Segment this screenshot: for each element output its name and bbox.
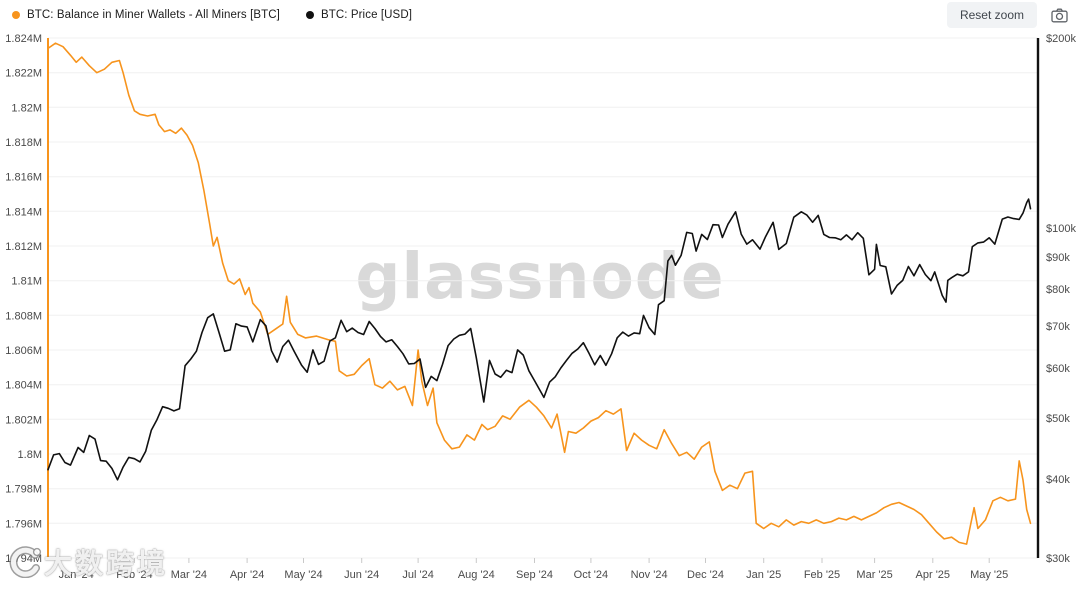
right-axis-tick-label: $200k <box>1046 33 1076 45</box>
swirl-logo-icon <box>6 546 42 578</box>
left-axis-tick-label: 1.808M <box>5 310 42 322</box>
right-axis-tick-label: $30k <box>1046 553 1070 565</box>
right-axis-tick-label: $50k <box>1046 413 1070 425</box>
right-axis-tick-label: $90k <box>1046 252 1070 264</box>
left-axis-tick-label: 1.816M <box>5 172 42 184</box>
x-axis-tick-label: Mar '24 <box>171 569 207 581</box>
left-axis-tick-label: 1.804M <box>5 380 42 392</box>
right-axis-tick-label: $40k <box>1046 474 1070 486</box>
x-axis-tick-label: Sep '24 <box>516 569 553 581</box>
x-axis-tick-label: Nov '24 <box>631 569 668 581</box>
left-axis-tick-label: 1.802M <box>5 414 42 426</box>
miner-balance-series-dot <box>12 11 20 19</box>
left-axis-tick-label: 1.822M <box>5 68 42 80</box>
camera-icon <box>1051 8 1068 23</box>
x-axis-tick-label: Apr '25 <box>916 569 951 581</box>
legend: BTC: Balance in Miner Wallets - All Mine… <box>12 9 412 21</box>
x-axis-tick-label: May '25 <box>970 569 1008 581</box>
reset-zoom-button[interactable]: Reset zoom <box>946 2 1037 28</box>
right-axis-tick-label: $70k <box>1046 321 1070 333</box>
left-axis-tick-label: 1.806M <box>5 345 42 357</box>
x-axis-tick-label: Jan '24 <box>59 569 94 581</box>
left-axis-tick-label: 1.814M <box>5 206 42 218</box>
left-axis-tick-label: 1.796M <box>5 518 42 530</box>
x-axis-tick-label: Feb '25 <box>804 569 840 581</box>
x-axis-tick-label: Feb '24 <box>116 569 152 581</box>
header-actions: Reset zoom <box>946 2 1068 28</box>
legend-item-price[interactable]: BTC: Price [USD] <box>305 9 413 21</box>
chart-header: BTC: Balance in Miner Wallets - All Mine… <box>0 0 1080 30</box>
price-line <box>47 198 1032 481</box>
x-axis-tick-label: Oct '24 <box>574 569 609 581</box>
x-axis-tick-label: Jan '25 <box>746 569 781 581</box>
right-axis-tick-label: $60k <box>1046 363 1070 375</box>
x-axis-tick-label: Jul '24 <box>402 569 433 581</box>
right-axis-tick-label: $80k <box>1046 284 1070 296</box>
bottom-left-watermark: 大数跨境 <box>6 542 168 582</box>
legend-item-miner-balance[interactable]: BTC: Balance in Miner Wallets - All Mine… <box>12 9 280 21</box>
x-axis-tick-label: Dec '24 <box>687 569 724 581</box>
x-axis-tick-label: Mar '25 <box>856 569 892 581</box>
x-axis-tick-label: Apr '24 <box>230 569 265 581</box>
left-axis-tick-label: 1.82M <box>11 102 42 114</box>
left-axis-tick-label: 1.81M <box>11 276 42 288</box>
right-axis-tick-label: $100k <box>1046 223 1076 235</box>
left-axis-tick-label: 1.818M <box>5 137 42 149</box>
left-axis-tick-label: 1.824M <box>5 33 42 45</box>
legend-label-price: BTC: Price [USD] <box>320 9 413 21</box>
x-axis-tick-label: Aug '24 <box>458 569 495 581</box>
legend-label-miner-balance: BTC: Balance in Miner Wallets - All Mine… <box>27 9 280 21</box>
camera-button[interactable] <box>1051 8 1068 23</box>
left-axis-tick-label: 1.8M <box>18 449 42 461</box>
x-axis-tick-label: May '24 <box>284 569 322 581</box>
glassnode-watermark: glassnode <box>355 240 725 313</box>
left-axis-tick-label: 1.812M <box>5 241 42 253</box>
left-axis-tick-label: 1.798M <box>5 484 42 496</box>
miner-balance-line <box>47 42 1032 545</box>
x-axis-tick-label: Jun '24 <box>344 569 379 581</box>
price-series-dot <box>305 11 314 19</box>
bottom-left-watermark-text: 大数跨境 <box>44 548 169 579</box>
